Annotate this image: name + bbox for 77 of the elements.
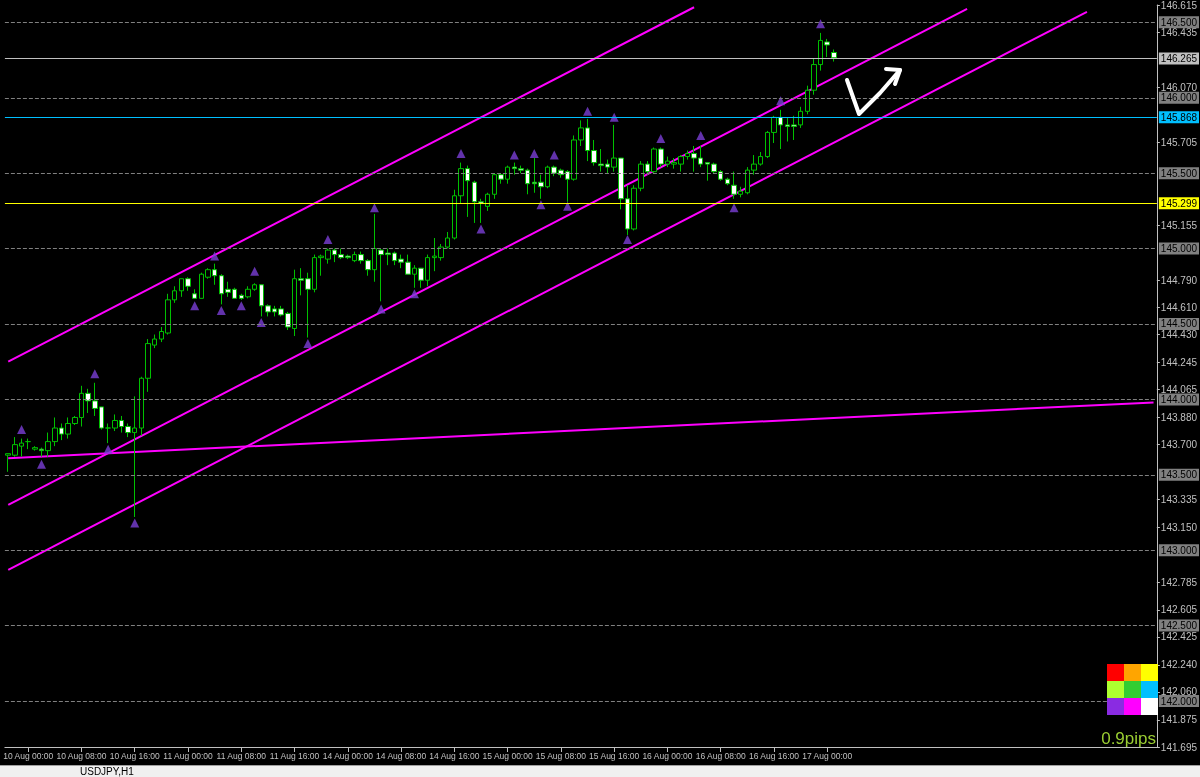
ref-line-label: 146.265 <box>1160 53 1198 65</box>
y-tick-label: 146.070 <box>1160 81 1198 93</box>
x-tick-label: 14 Aug 16:00 <box>429 750 480 761</box>
point <box>369 203 379 213</box>
point <box>583 106 593 116</box>
ref-line-label: 145.868 <box>1160 111 1198 123</box>
y-tick-label: 143.335 <box>1160 494 1198 506</box>
x-tick-label: 16 Aug 08:00 <box>695 750 747 761</box>
ref-line-label: 145.000 <box>1160 243 1198 255</box>
point <box>622 235 632 245</box>
x-tick-label: 14 Aug 08:00 <box>376 750 427 761</box>
point <box>103 444 113 454</box>
candlestick <box>725 177 730 186</box>
point <box>656 133 666 143</box>
point <box>509 150 519 160</box>
y-tick-label: 143.150 <box>1160 522 1198 534</box>
ref-line-label: 146.500 <box>1160 16 1198 28</box>
x-tick-label: 10 Aug 00:00 <box>3 750 54 761</box>
y-tick-label: 141.875 <box>1160 714 1198 726</box>
point <box>456 149 466 159</box>
x-tick-label: 10 Aug 16:00 <box>109 750 161 761</box>
y-tick-label: 142.785 <box>1160 577 1198 589</box>
ref-line-label: 143.500 <box>1160 469 1198 481</box>
y-tick-label: 144.430 <box>1160 329 1198 341</box>
point <box>563 201 573 211</box>
x-tick-label: 17 Aug 00:00 <box>802 750 853 761</box>
y-tick-label: 145.155 <box>1160 219 1198 231</box>
y-tick-label: 143.700 <box>1160 439 1198 451</box>
point <box>250 266 260 276</box>
x-tick-label: 15 Aug 16:00 <box>589 750 640 761</box>
annotation: 0.9pips <box>1101 729 1157 748</box>
y-tick-label: 145.705 <box>1160 136 1198 148</box>
ref-line-label: 146.000 <box>1160 92 1198 104</box>
x-tick-label: 11 Aug 00:00 <box>163 750 214 761</box>
x-tick-label: 11 Aug 08:00 <box>216 750 267 761</box>
x-tick-label: 16 Aug 16:00 <box>748 750 800 761</box>
ref-line-label: 144.000 <box>1160 393 1198 405</box>
point <box>303 339 313 349</box>
point <box>696 130 706 140</box>
ref-line-label: 142.500 <box>1160 620 1198 632</box>
y-tick-label: 146.435 <box>1160 26 1198 38</box>
y-tick-label: 142.425 <box>1160 631 1198 643</box>
point <box>216 305 226 315</box>
point <box>130 518 140 528</box>
point <box>409 289 419 299</box>
point <box>729 203 739 213</box>
y-tick-label: 144.065 <box>1160 384 1198 396</box>
x-tick-label: 14 Aug 00:00 <box>322 750 374 761</box>
x-tick-label: 16 Aug 00:00 <box>642 750 693 761</box>
candlestick <box>192 288 197 299</box>
ref-line-label: 144.500 <box>1160 318 1198 330</box>
y-tick-label: 144.610 <box>1160 301 1198 313</box>
x-tick-label: 15 Aug 08:00 <box>535 750 587 761</box>
y-tick-label: 142.240 <box>1160 659 1198 671</box>
point <box>323 235 333 245</box>
x-tick-label: 11 Aug 16:00 <box>269 750 320 761</box>
candlestick <box>25 438 31 450</box>
y-tick-label: 141.695 <box>1160 741 1198 753</box>
y-tick-label: 144.790 <box>1160 274 1198 286</box>
y-tick-label: 143.880 <box>1160 411 1198 423</box>
point <box>476 224 486 234</box>
point <box>549 150 559 160</box>
candlestick <box>831 48 837 63</box>
x-tick-label: 15 Aug 00:00 <box>482 750 533 761</box>
y-tick-label: 142.060 <box>1160 686 1198 698</box>
ref-line-label: 145.299 <box>1160 197 1198 209</box>
y-tick-label: 142.605 <box>1160 604 1198 616</box>
ref-line-label: 145.500 <box>1160 167 1198 179</box>
x-tick-label: 10 Aug 08:00 <box>56 750 107 761</box>
text: USDJPY,H1 <box>80 766 134 777</box>
point <box>17 425 27 435</box>
point <box>210 251 220 261</box>
y-tick-label: 144.245 <box>1160 356 1198 368</box>
y-tick-label: 146.615 <box>1160 0 1198 11</box>
point <box>37 459 47 469</box>
ref-line-label: 143.000 <box>1160 544 1198 556</box>
ref-line-label: 142.000 <box>1160 695 1198 707</box>
